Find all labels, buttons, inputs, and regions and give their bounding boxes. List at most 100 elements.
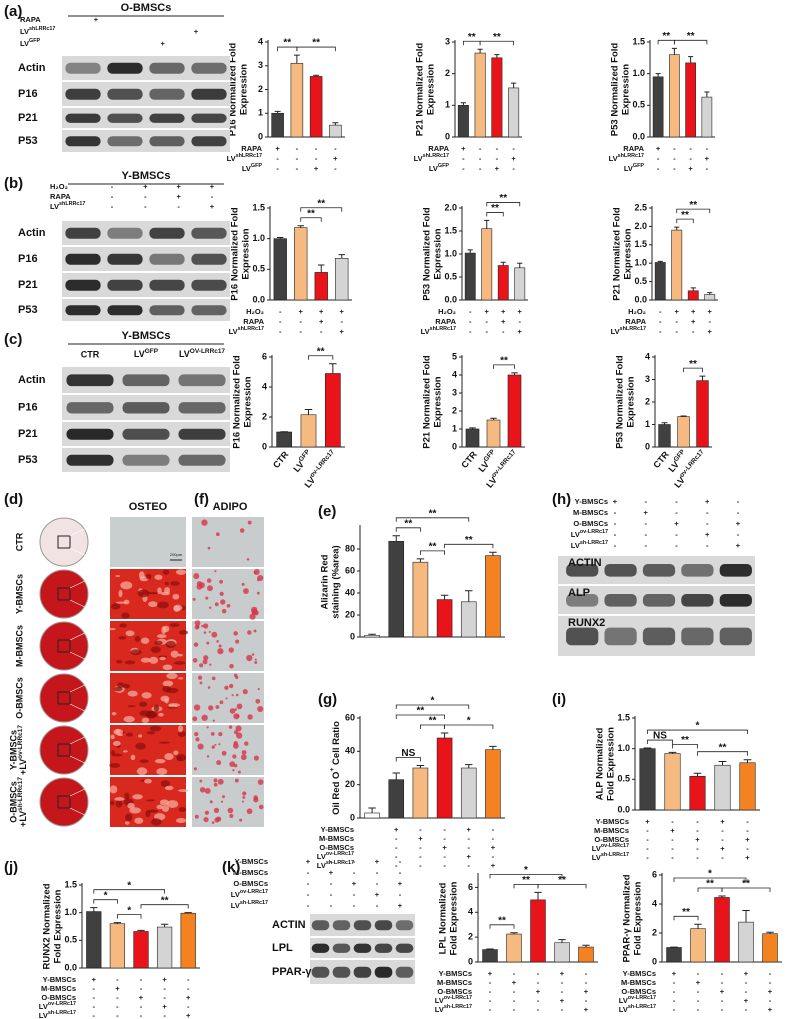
y-axis-label: P21 Normalized Fold <box>415 43 426 137</box>
error-bar <box>467 249 473 254</box>
error-bar <box>318 264 325 273</box>
y-tick-label: 5 <box>452 351 457 361</box>
condition-mark: - <box>496 144 499 153</box>
protein-label: P21 <box>18 112 38 124</box>
condition-mark: - <box>673 996 676 1005</box>
blot-band <box>191 305 227 316</box>
condition-label: H₂O₂ <box>628 307 646 316</box>
condition-mark: + <box>720 844 725 853</box>
panel-label: (e) <box>318 503 336 520</box>
condition-mark: - <box>671 817 674 826</box>
well-image <box>39 621 89 671</box>
texture <box>156 768 168 775</box>
condition-label: H₂O₂ <box>246 307 264 316</box>
condition-mark: - <box>334 164 337 173</box>
significance-bracket <box>93 899 118 904</box>
error-bar <box>688 56 694 63</box>
texture <box>242 689 248 695</box>
zoom-box <box>57 743 71 757</box>
condition-mark: + <box>461 144 466 153</box>
condition-label: LVsh-LRRc17 <box>317 860 354 870</box>
protein-label: P16 <box>18 253 38 265</box>
condition-mark: + <box>139 993 144 1002</box>
condition-mark: - <box>659 307 662 316</box>
superscript: sh-LRRc17 <box>628 1004 656 1010</box>
blot-condition-label: O-BMSCs <box>573 519 608 528</box>
texture <box>232 754 237 759</box>
significance-bracket <box>395 714 445 719</box>
texture <box>178 807 187 813</box>
blot-condition-label: Y-BMSCs <box>575 497 608 506</box>
bar <box>689 775 706 811</box>
adipo-image <box>192 621 264 671</box>
texture <box>218 732 223 737</box>
photo-header: ADIPO <box>213 501 248 513</box>
text-part: LV <box>429 164 438 173</box>
condition-mark: - <box>696 853 699 862</box>
significance-bracket <box>117 914 142 919</box>
condition-mark: - <box>187 984 190 993</box>
texture <box>254 658 257 661</box>
texture <box>240 754 247 761</box>
error-bar <box>558 939 566 943</box>
error-bar <box>718 895 726 898</box>
error-bar <box>332 122 339 126</box>
adipo-image <box>192 673 264 723</box>
scale-bar-label: 200μm <box>170 552 183 557</box>
zoom-box <box>57 795 71 809</box>
condition-label: LVshLRRc17 <box>611 326 646 336</box>
texture <box>222 795 225 799</box>
texture <box>118 636 127 640</box>
text-part: LV <box>39 1002 48 1011</box>
condition-mark: + <box>560 996 565 1005</box>
condition-mark: - <box>673 987 676 996</box>
blot-band <box>65 227 101 239</box>
blot-condition-mark: + <box>705 530 710 539</box>
blot-condition-mark: - <box>353 901 356 910</box>
blot-condition-mark: - <box>376 901 379 910</box>
blot-band <box>65 113 101 123</box>
y-axis-label: Expression <box>426 64 437 115</box>
condition-mark: + <box>418 834 423 843</box>
condition-mark: + <box>720 817 725 826</box>
bar <box>639 748 656 811</box>
text-part: +LV <box>18 759 28 775</box>
condition-mark: - <box>673 154 676 163</box>
well-image <box>39 777 89 827</box>
texture <box>231 694 234 697</box>
texture <box>218 743 221 746</box>
texture <box>144 778 152 784</box>
condition-label: RAPA <box>435 317 456 326</box>
text-part: LV <box>39 1011 48 1019</box>
blot-background <box>62 299 230 321</box>
condition-mark: - <box>537 969 540 978</box>
blot-band <box>191 113 227 123</box>
y-tick-label: 3 <box>452 387 457 397</box>
significance-label: ** <box>317 346 325 357</box>
blot-band <box>149 88 185 100</box>
significance-label: ** <box>493 32 501 43</box>
bar <box>696 380 709 448</box>
texture <box>218 644 222 648</box>
blot-condition-mark: + <box>736 519 741 528</box>
blot-condition-mark: + <box>176 192 181 201</box>
condition-mark: + <box>512 978 517 987</box>
y-axis-label: Expression <box>243 376 254 427</box>
protein-label: ALP <box>568 587 590 599</box>
texture <box>150 818 162 826</box>
condition-mark: - <box>468 861 471 870</box>
blot-condition-mark: + <box>176 182 181 191</box>
blot-condition-mark: - <box>353 857 356 866</box>
texture <box>234 730 239 735</box>
condition-mark: - <box>706 144 709 153</box>
y-tick-label: 4 <box>652 898 657 908</box>
blot-condition-mark: - <box>399 890 402 899</box>
condition-mark: + <box>696 978 701 987</box>
text-part: Oil Red O <box>331 772 342 815</box>
blot-condition-mark: - <box>376 879 379 888</box>
y-tick-label: 1.5 <box>632 36 645 46</box>
texture <box>217 778 224 785</box>
bar <box>300 414 317 448</box>
y-tick-label: 2.0 <box>634 221 647 231</box>
condition-mark: - <box>537 978 540 987</box>
